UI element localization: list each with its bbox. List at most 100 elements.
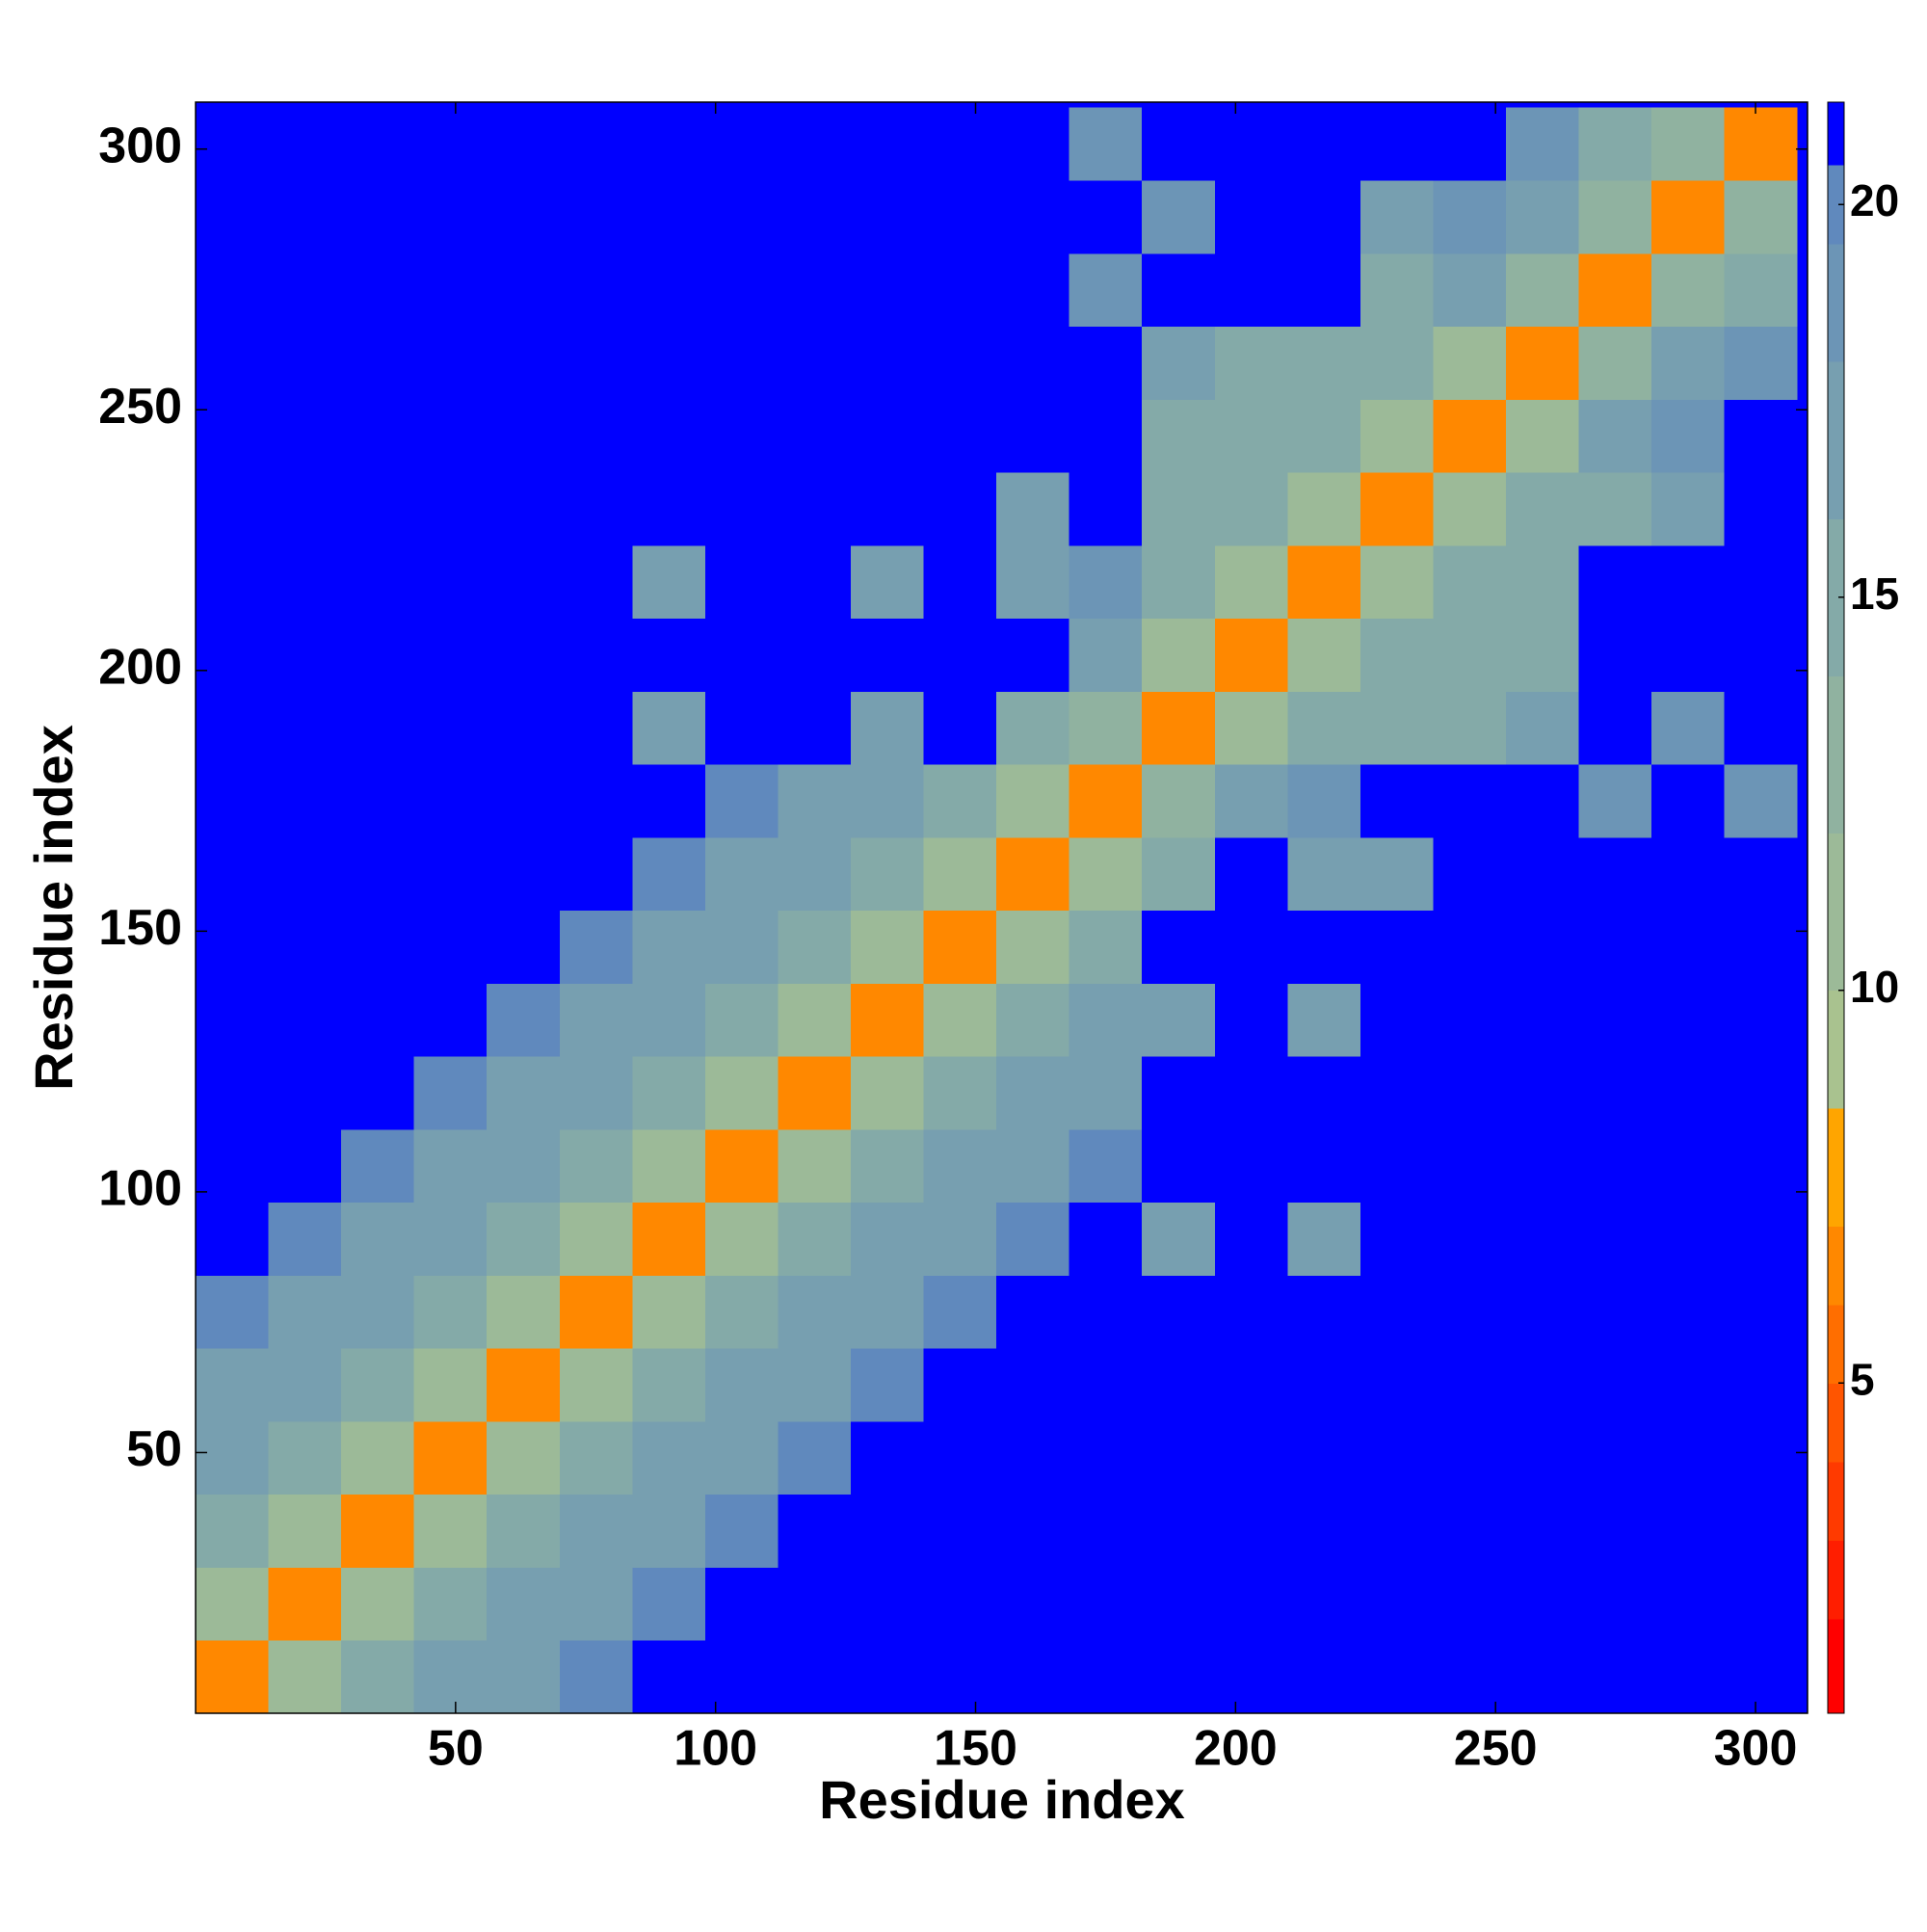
heatmap-cell (1505, 472, 1580, 546)
heatmap-cell (996, 1567, 1070, 1641)
heatmap-cell (1287, 836, 1361, 912)
heatmap-cell (1214, 252, 1288, 328)
heatmap-cell (1433, 983, 1507, 1057)
heatmap-cell (196, 544, 270, 620)
heatmap-cell (1359, 399, 1434, 473)
heatmap-cell (1142, 691, 1216, 765)
heatmap-cell (268, 836, 342, 912)
heatmap-cell (1578, 107, 1652, 181)
heatmap-cell (923, 764, 997, 838)
heatmap-cell (268, 472, 342, 546)
colorbar-tick-label: 5 (1850, 1355, 1875, 1405)
heatmap-cell (996, 983, 1070, 1057)
heatmap-cell (1505, 618, 1580, 692)
heatmap-cell (704, 1494, 779, 1568)
y-tick-label: 250 (98, 379, 182, 435)
heatmap-cell (996, 252, 1070, 328)
heatmap-cell (1287, 252, 1361, 328)
heatmap-cell (1578, 544, 1652, 620)
heatmap-cell (1505, 983, 1580, 1057)
heatmap-cell (1287, 472, 1361, 546)
heatmap-cell (1724, 1348, 1798, 1422)
heatmap-cell (850, 1420, 925, 1495)
heatmap-cell (559, 910, 633, 984)
heatmap-cell (487, 1202, 561, 1276)
heatmap-cell (923, 1275, 997, 1349)
heatmap-cell (1069, 1420, 1143, 1495)
heatmap-cell (778, 1420, 852, 1495)
colorbar-band (1828, 1107, 1844, 1227)
heatmap-cell (487, 1056, 561, 1130)
heatmap-cell (559, 472, 633, 546)
heatmap-cell (1214, 1420, 1288, 1495)
heatmap-cell (1287, 618, 1361, 692)
heatmap-cell (1505, 252, 1580, 328)
heatmap-cell (341, 1494, 415, 1568)
heatmap-cell (1069, 1348, 1143, 1422)
heatmap-cell (778, 1640, 852, 1714)
heatmap-cell (1287, 1348, 1361, 1422)
heatmap-cell (1724, 1275, 1798, 1349)
heatmap-cell (1287, 326, 1361, 400)
heatmap-cell (923, 691, 997, 765)
heatmap-cell (996, 764, 1070, 838)
heatmap-cell (487, 544, 561, 620)
heatmap-cell (487, 1128, 561, 1204)
heatmap-cell (1433, 1128, 1507, 1204)
heatmap-cell (1359, 326, 1434, 400)
heatmap-cell (268, 910, 342, 984)
heatmap-cell (632, 1494, 706, 1568)
heatmap-cell (487, 983, 561, 1057)
heatmap-cell (1505, 1275, 1580, 1349)
heatmap-cell (1359, 764, 1434, 838)
heatmap-cell (1287, 1128, 1361, 1204)
heatmap-cell (1505, 544, 1580, 620)
heatmap-cell (487, 1348, 561, 1422)
heatmap-cell (1359, 1275, 1434, 1349)
heatmap-cell (704, 1202, 779, 1276)
heatmap-cell (413, 1494, 488, 1568)
heatmap-cell (850, 107, 925, 181)
heatmap-cell (1651, 983, 1726, 1057)
heatmap-cell (196, 983, 270, 1057)
heatmap-cell (559, 399, 633, 473)
y-tick-label: 50 (126, 1421, 182, 1477)
heatmap-cell (413, 1567, 488, 1641)
heatmap-cell (1433, 910, 1507, 984)
heatmap-cell (413, 326, 488, 400)
heatmap-cell (1433, 1056, 1507, 1130)
heatmap-cell (1433, 472, 1507, 546)
heatmap-cell (413, 618, 488, 692)
heatmap-cell (1433, 326, 1507, 400)
heatmap-cell (850, 691, 925, 765)
heatmap-cell (632, 1348, 706, 1422)
heatmap-cell (850, 544, 925, 620)
heatmap-cell (996, 1494, 1070, 1568)
heatmap-cell (850, 399, 925, 473)
heatmap-cell (1433, 544, 1507, 620)
heatmap-cell (1505, 1420, 1580, 1495)
heatmap-cell (1651, 252, 1726, 328)
x-axis-label: Residue index (819, 1769, 1185, 1830)
heatmap-cell (996, 107, 1070, 181)
heatmap-cell (1505, 1640, 1580, 1714)
heatmap-cell (923, 1056, 997, 1130)
heatmap-cell (1287, 1202, 1361, 1276)
heatmap-cell (341, 1056, 415, 1130)
heatmap-cell (632, 1056, 706, 1130)
heatmap-cell (1724, 1056, 1798, 1130)
heatmap-cell (704, 691, 779, 765)
heatmap-cell (1142, 252, 1216, 328)
heatmap-cell (1433, 1494, 1507, 1568)
heatmap-cell (1287, 910, 1361, 984)
heatmap-cell (196, 107, 270, 181)
heatmap-cell (559, 1056, 633, 1130)
heatmap-cell (1287, 764, 1361, 838)
heatmap-cell (632, 1275, 706, 1349)
heatmap-cell (1359, 1348, 1434, 1422)
heatmap-cell (996, 472, 1070, 546)
heatmap-cell (268, 544, 342, 620)
heatmap-cell (1578, 1494, 1652, 1568)
heatmap-cell (341, 399, 415, 473)
colorbar-band (1828, 990, 1844, 1109)
